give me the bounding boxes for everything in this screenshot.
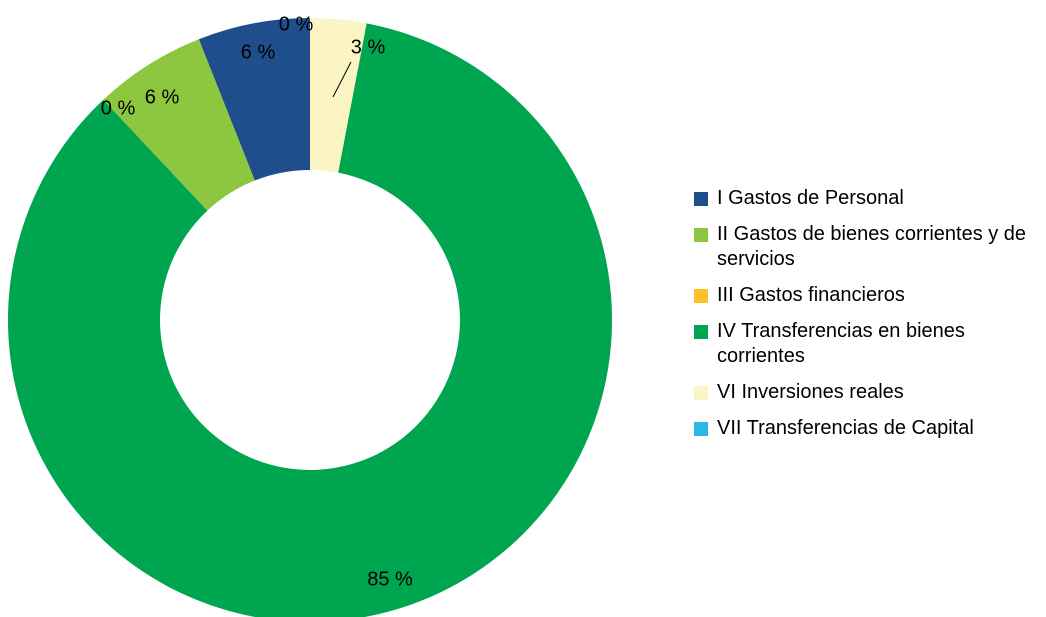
legend-swatch (694, 192, 708, 206)
legend: I Gastos de Personal II Gastos de bienes … (694, 186, 1044, 452)
donut-slice (8, 23, 613, 617)
legend-item: VI Inversiones reales (694, 380, 1044, 405)
legend-label: VI Inversiones reales (717, 381, 904, 403)
legend-item: IV Transferencias en bienes corrientes (694, 319, 1044, 369)
legend-item: II Gastos de bienes corrientes y de serv… (694, 222, 1044, 272)
legend-swatch (694, 228, 708, 242)
data-label: 0 % (279, 13, 314, 35)
donut-chart: 6 %6 %0 %85 %3 %0 % (8, 13, 613, 617)
legend-label: I Gastos de Personal (717, 187, 904, 209)
data-label: 3 % (351, 36, 386, 58)
legend-label: II Gastos de bienes corrientes y de serv… (717, 223, 1027, 270)
leader-line (332, 61, 352, 98)
legend-label: III Gastos financieros (717, 284, 905, 306)
data-label: 85 % (367, 568, 413, 590)
legend-item: VII Transferencias de Capital (694, 416, 1044, 441)
data-label: 6 % (145, 86, 180, 108)
legend-item: I Gastos de Personal (694, 186, 1044, 211)
legend-label: IV Transferencias en bienes corrientes (717, 320, 965, 367)
donut-slice (103, 39, 255, 211)
donut-slice (310, 18, 367, 173)
legend-item: III Gastos financieros (694, 283, 1044, 308)
data-label: 6 % (241, 41, 276, 63)
data-label: 0 % (101, 97, 136, 119)
legend-swatch (694, 422, 708, 436)
legend-swatch (694, 325, 708, 339)
donut-slice (198, 18, 310, 181)
legend-swatch (694, 386, 708, 400)
legend-label: VII Transferencias de Capital (717, 417, 974, 439)
legend-swatch (694, 289, 708, 303)
